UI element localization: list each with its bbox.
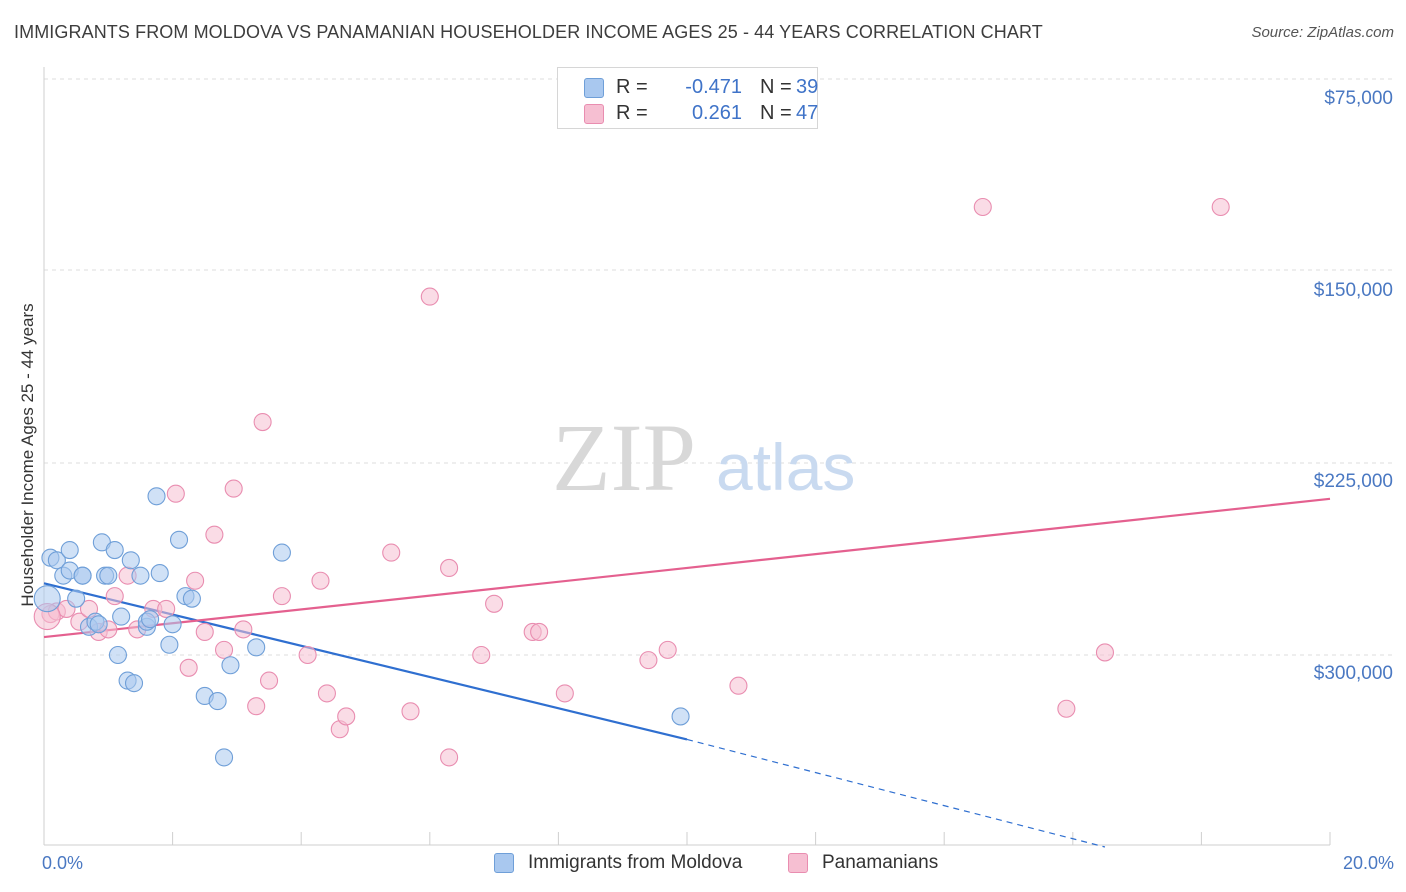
- panamanians-point: [1095, 643, 1114, 662]
- moldova-point: [121, 551, 140, 570]
- moldova-point: [208, 692, 227, 711]
- panamanians-point: [440, 558, 459, 578]
- panamanians-point: [973, 197, 992, 217]
- moldova-point: [131, 566, 150, 585]
- tick-labels: $75,000 $150,000 $225,000 $300,000 0.0% 20.0%: [42, 88, 1394, 873]
- panamanians-point: [337, 707, 356, 726]
- legend-n-label: N =: [760, 76, 792, 98]
- panamanians-point: [1211, 197, 1230, 217]
- panamanians-point: [224, 479, 243, 498]
- legend-r-label: R =: [616, 76, 648, 98]
- x-tick-label-min: 0.0%: [42, 853, 83, 873]
- bottom-legend-swatch-blue: [494, 853, 514, 873]
- panamanians-point: [382, 543, 401, 562]
- panamanians-point: [639, 651, 658, 670]
- trend-line-moldova: [43, 582, 688, 741]
- moldova-point: [60, 540, 79, 560]
- moldova-point: [163, 615, 182, 634]
- trend-line-panamanians: [43, 497, 1331, 639]
- y-tick-label: $300,000: [1314, 663, 1393, 684]
- moldova-point: [89, 615, 108, 634]
- panamanians-point: [166, 484, 185, 503]
- watermark: ZIP atlas: [552, 404, 855, 511]
- trend-line-moldova-extrapolated: [686, 738, 1106, 848]
- x-tick-label-max: 20.0%: [1343, 853, 1394, 873]
- panamanians-point: [205, 525, 224, 544]
- legend-r-value: 0.261: [691, 102, 742, 124]
- panamanians-point: [555, 684, 574, 703]
- legend-n-value: 47: [796, 102, 819, 124]
- panamanians-point: [195, 622, 214, 642]
- panamanians-point: [259, 671, 279, 690]
- panamanians-point: [157, 599, 176, 618]
- panamanians-point: [214, 640, 234, 659]
- bottom-legend-label: Panamanians: [822, 852, 939, 873]
- panamanians-point: [247, 697, 266, 716]
- moldova-point: [221, 656, 240, 675]
- moldova-point: [214, 748, 234, 767]
- legend-r-label: R =: [616, 102, 648, 124]
- panamanians-point: [234, 620, 253, 639]
- legend-swatch-blue: [584, 78, 604, 98]
- moldova-point: [108, 645, 127, 665]
- correlation-legend: R = -0.471 N = 39 R = 0.261 N = 47: [557, 67, 818, 129]
- moldova-point: [112, 607, 131, 626]
- panamanians-point: [401, 702, 420, 721]
- legend-r-value: -0.471: [685, 76, 742, 98]
- panamanians-point: [311, 571, 330, 590]
- panamanians-point: [472, 645, 491, 665]
- moldova-point: [99, 566, 118, 585]
- data-points: [33, 197, 1230, 767]
- moldova-point: [147, 487, 166, 506]
- legend-n-value: 39: [796, 76, 819, 98]
- moldova-point: [67, 589, 86, 608]
- gridlines: [44, 78, 1392, 656]
- panamanians-point: [186, 571, 205, 590]
- moldova-point: [272, 543, 291, 562]
- moldova-point: [141, 610, 160, 629]
- legend-swatch-pink: [584, 104, 604, 124]
- panamanians-point: [729, 676, 748, 695]
- chart-title: IMMIGRANTS FROM MOLDOVA VS PANAMANIAN HO…: [14, 22, 1043, 42]
- axes: [43, 67, 1331, 846]
- moldova-point: [73, 566, 92, 585]
- panamanians-point: [179, 658, 198, 677]
- panamanians-point: [1057, 699, 1076, 718]
- panamanians-point: [272, 587, 291, 606]
- panamanians-point: [485, 594, 504, 613]
- moldova-point: [150, 564, 169, 583]
- panamanians-point: [420, 287, 439, 306]
- moldova-point: [671, 707, 690, 726]
- trend-lines: [43, 497, 1331, 848]
- moldova-point: [160, 635, 179, 654]
- panamanians-point: [298, 645, 317, 665]
- source-note: Source: ZipAtlas.com: [1251, 24, 1394, 41]
- y-tick-label: $225,000: [1314, 471, 1393, 492]
- y-tick-label: $75,000: [1324, 88, 1393, 109]
- moldova-point: [105, 540, 124, 560]
- y-tick-label: $150,000: [1314, 280, 1393, 301]
- panamanians-point: [530, 622, 549, 642]
- moldova-point: [47, 551, 66, 570]
- moldova-point: [247, 638, 266, 657]
- legend-n-label: N =: [760, 102, 792, 124]
- bottom-legend-swatch-pink: [788, 853, 808, 873]
- panamanians-point: [317, 684, 336, 703]
- moldova-point: [169, 530, 189, 549]
- panamanians-point: [253, 412, 272, 432]
- moldova-point: [124, 674, 144, 693]
- watermark-atlas: atlas: [716, 430, 855, 504]
- watermark-zip: ZIP: [552, 404, 696, 511]
- panamanians-point: [440, 748, 459, 767]
- moldova-point: [33, 585, 61, 613]
- panamanians-point: [105, 587, 124, 606]
- moldova-point: [182, 589, 201, 608]
- panamanians-point: [658, 640, 677, 659]
- bottom-legend-label: Immigrants from Moldova: [528, 852, 743, 873]
